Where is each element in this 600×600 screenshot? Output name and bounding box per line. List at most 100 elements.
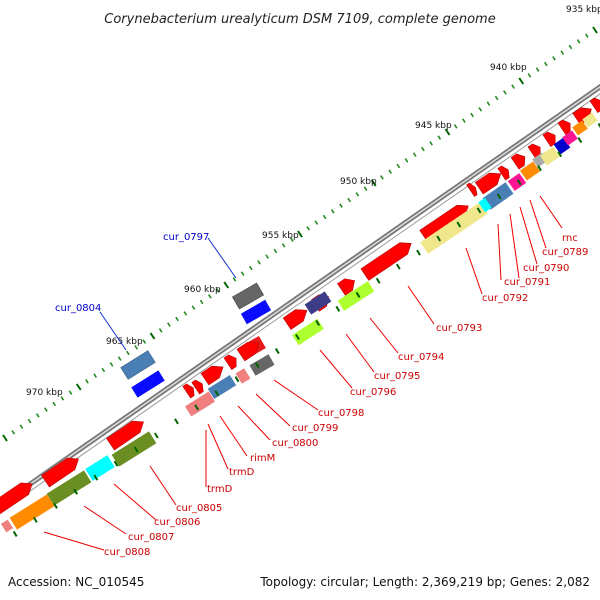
- minor-tick: [44, 407, 48, 412]
- gene-label: cur_0792: [482, 293, 528, 304]
- minor-tick: [429, 141, 433, 146]
- cds-arrow: [527, 143, 541, 159]
- inner-tick: [496, 193, 502, 200]
- minor-tick: [109, 362, 114, 367]
- minor-tick: [27, 418, 32, 424]
- minor-tick: [19, 424, 24, 429]
- topology-text: Topology: circular; Length: 2,369,219 bp…: [259, 575, 590, 589]
- minor-tick: [306, 226, 311, 231]
- scale-label: 945 kbp: [415, 121, 452, 131]
- scale-label: 955 kbp: [262, 231, 299, 241]
- gene-blocks: [0, 112, 598, 533]
- cds-arrow: [236, 341, 260, 362]
- minor-tick: [191, 305, 196, 310]
- minor-tick: [248, 265, 253, 271]
- minor-tick: [511, 84, 515, 89]
- major-tick: [75, 383, 82, 391]
- minor-tick: [322, 214, 327, 220]
- inner-tick: [375, 277, 381, 284]
- gene-label: cur_0806: [154, 517, 200, 528]
- gene-label: cur_0791: [504, 277, 550, 288]
- inner-tick: [194, 404, 200, 411]
- map-title: Corynebacterium urealyticum DSM 7109, co…: [104, 12, 495, 27]
- backbone: [0, 83, 600, 513]
- accession-text: Accession: NC_010545: [8, 575, 144, 589]
- inner-tick: [416, 249, 421, 256]
- gene-label: cur_0789: [542, 247, 588, 258]
- gene-label: cur_0804: [55, 303, 101, 314]
- inner-tick: [53, 502, 58, 509]
- minor-tick: [240, 271, 245, 276]
- gene-label: cur_0795: [374, 371, 420, 382]
- cds-arrow: [282, 309, 308, 330]
- minor-tick: [257, 260, 261, 265]
- minor-tick: [68, 390, 73, 395]
- minor-tick: [543, 61, 548, 67]
- minor-tick: [412, 152, 417, 157]
- inner-tick: [335, 305, 341, 312]
- major-tick: [223, 281, 230, 289]
- inner-tick: [395, 263, 401, 270]
- gene-label: cur_0799: [292, 423, 338, 434]
- inner-tick: [113, 460, 119, 467]
- minor-tick: [535, 67, 540, 72]
- minor-tick: [167, 322, 171, 327]
- scale-label: 970 kbp: [26, 388, 63, 398]
- minor-tick: [568, 44, 573, 50]
- minor-tick: [289, 237, 294, 242]
- minor-tick: [232, 277, 237, 282]
- minor-tick: [421, 146, 425, 152]
- scale-label: 965 kbp: [106, 337, 143, 347]
- gene-labels-forward: cur_0797 cur_0804: [55, 232, 209, 314]
- cds-arrow: [41, 457, 79, 488]
- minor-tick: [314, 220, 319, 225]
- minor-tick: [265, 254, 270, 259]
- cds-arrow: [223, 354, 237, 370]
- leader-lines-forward: [99, 237, 237, 351]
- inner-tick: [73, 488, 79, 495]
- gene-label: rnc: [562, 233, 578, 244]
- cds-arrow: [542, 131, 556, 147]
- cds-arrow: [466, 182, 478, 197]
- minor-tick: [355, 192, 360, 197]
- inner-tick: [597, 122, 600, 128]
- inner-tick: [476, 207, 482, 214]
- minor-tick: [281, 243, 286, 248]
- minor-tick: [126, 350, 130, 356]
- minor-tick: [404, 158, 409, 163]
- minor-tick: [330, 209, 335, 214]
- minor-tick: [453, 124, 458, 129]
- minor-tick: [470, 112, 474, 118]
- minor-tick: [60, 396, 65, 401]
- minor-tick: [388, 169, 393, 174]
- minor-tick: [117, 356, 122, 361]
- major-tick: [149, 332, 156, 340]
- minor-tick: [494, 95, 499, 101]
- minor-tick: [478, 107, 483, 112]
- minor-tick: [502, 90, 507, 95]
- cds-arrow: [182, 383, 195, 399]
- inner-tick: [436, 235, 442, 242]
- minor-tick: [437, 135, 442, 140]
- major-tick: [2, 434, 8, 442]
- scale-ring: 935 kbp 940 kbp 945 kbp 950 kbp 955 kbp 960 k…: [2, 5, 600, 442]
- major-tick: [592, 26, 598, 34]
- minor-tick: [396, 163, 401, 169]
- minor-tick: [142, 339, 147, 344]
- gene-label: cur_0796: [350, 387, 396, 398]
- minor-tick: [363, 186, 368, 191]
- minor-tick: [560, 50, 565, 55]
- minor-tick: [486, 101, 491, 106]
- gene-label: cur_0805: [176, 503, 222, 514]
- gene-label: cur_0798: [318, 408, 364, 419]
- scale-label: 940 kbp: [490, 63, 527, 73]
- gene-label: cur_0797: [163, 232, 209, 243]
- cds-arrow: [510, 153, 526, 170]
- minor-tick: [380, 175, 384, 180]
- minor-tick: [199, 299, 204, 305]
- minor-tick: [339, 203, 343, 208]
- major-tick: [370, 179, 377, 187]
- cds-arrow: [497, 165, 510, 181]
